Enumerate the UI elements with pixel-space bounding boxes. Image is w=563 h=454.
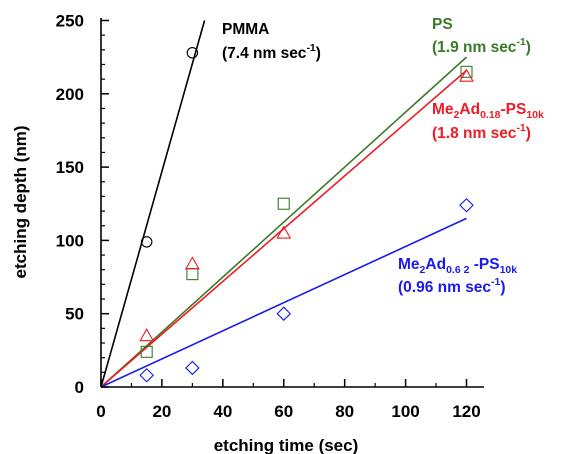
marker-square — [140, 345, 153, 358]
series-rate-3: (0.96 nm sec-1) — [398, 276, 506, 296]
series-label-0: PMMA — [222, 21, 269, 38]
marker-diamond — [276, 306, 292, 321]
x-axis-label: etching time (sec) — [214, 436, 359, 454]
y-tick-label: 200 — [56, 85, 84, 104]
x-tick-label: 0 — [96, 402, 105, 421]
x-tick-label: 60 — [274, 402, 293, 421]
tick-labels: 0 20 40 60 80 100 120 0 50 100 150 200 250 — [56, 12, 481, 422]
fit-line-3 — [100, 217, 467, 388]
y-tick-label: 150 — [56, 158, 84, 177]
axis-ticks — [100, 19, 468, 388]
marker-square — [277, 197, 290, 210]
marker-diamond — [185, 360, 200, 376]
x-tick-label: 120 — [452, 402, 480, 421]
data-markers — [139, 47, 474, 383]
x-tick-label: 40 — [213, 402, 232, 421]
x-tick-label: 20 — [152, 402, 171, 421]
marker-triangle — [139, 328, 155, 342]
fit-lines — [100, 20, 468, 388]
y-tick-label: 250 — [56, 12, 84, 31]
series-rate-0: (7.4 nm sec-1) — [222, 42, 321, 62]
y-tick-label: 50 — [65, 305, 84, 324]
marker-triangle — [276, 225, 292, 239]
series-rate-2: (1.8 nm sec-1) — [432, 122, 531, 142]
series-label-3: Me2Ad0.6 2 -PS10k — [398, 256, 517, 276]
series-rate-1: (1.9 nm sec-1) — [432, 36, 531, 56]
y-tick-label: 100 — [56, 231, 84, 250]
y-axis-label: etching depth (nm) — [11, 126, 30, 279]
marker-triangle — [184, 256, 200, 270]
series-label-2: Me2Ad0.18-PS10k — [432, 101, 544, 121]
marker-triangle — [459, 68, 474, 82]
axes — [100, 18, 484, 388]
marker-diamond — [139, 367, 154, 383]
marker-circle — [186, 47, 199, 59]
series-label-1: PS — [432, 16, 453, 33]
x-tick-label: 100 — [391, 402, 419, 421]
fit-line-0 — [100, 20, 206, 388]
x-tick-label: 80 — [335, 402, 354, 421]
marker-square — [460, 65, 473, 78]
fit-line-2 — [100, 69, 468, 388]
marker-circle — [140, 236, 153, 248]
series-annotations: PMMA (7.4 nm sec-1) PS (1.9 nm sec-1) Me2Ad0… — [222, 16, 544, 296]
fit-line-1 — [100, 56, 468, 388]
marker-square — [186, 268, 199, 281]
y-tick-label: 0 — [75, 378, 84, 397]
marker-diamond — [459, 197, 474, 213]
